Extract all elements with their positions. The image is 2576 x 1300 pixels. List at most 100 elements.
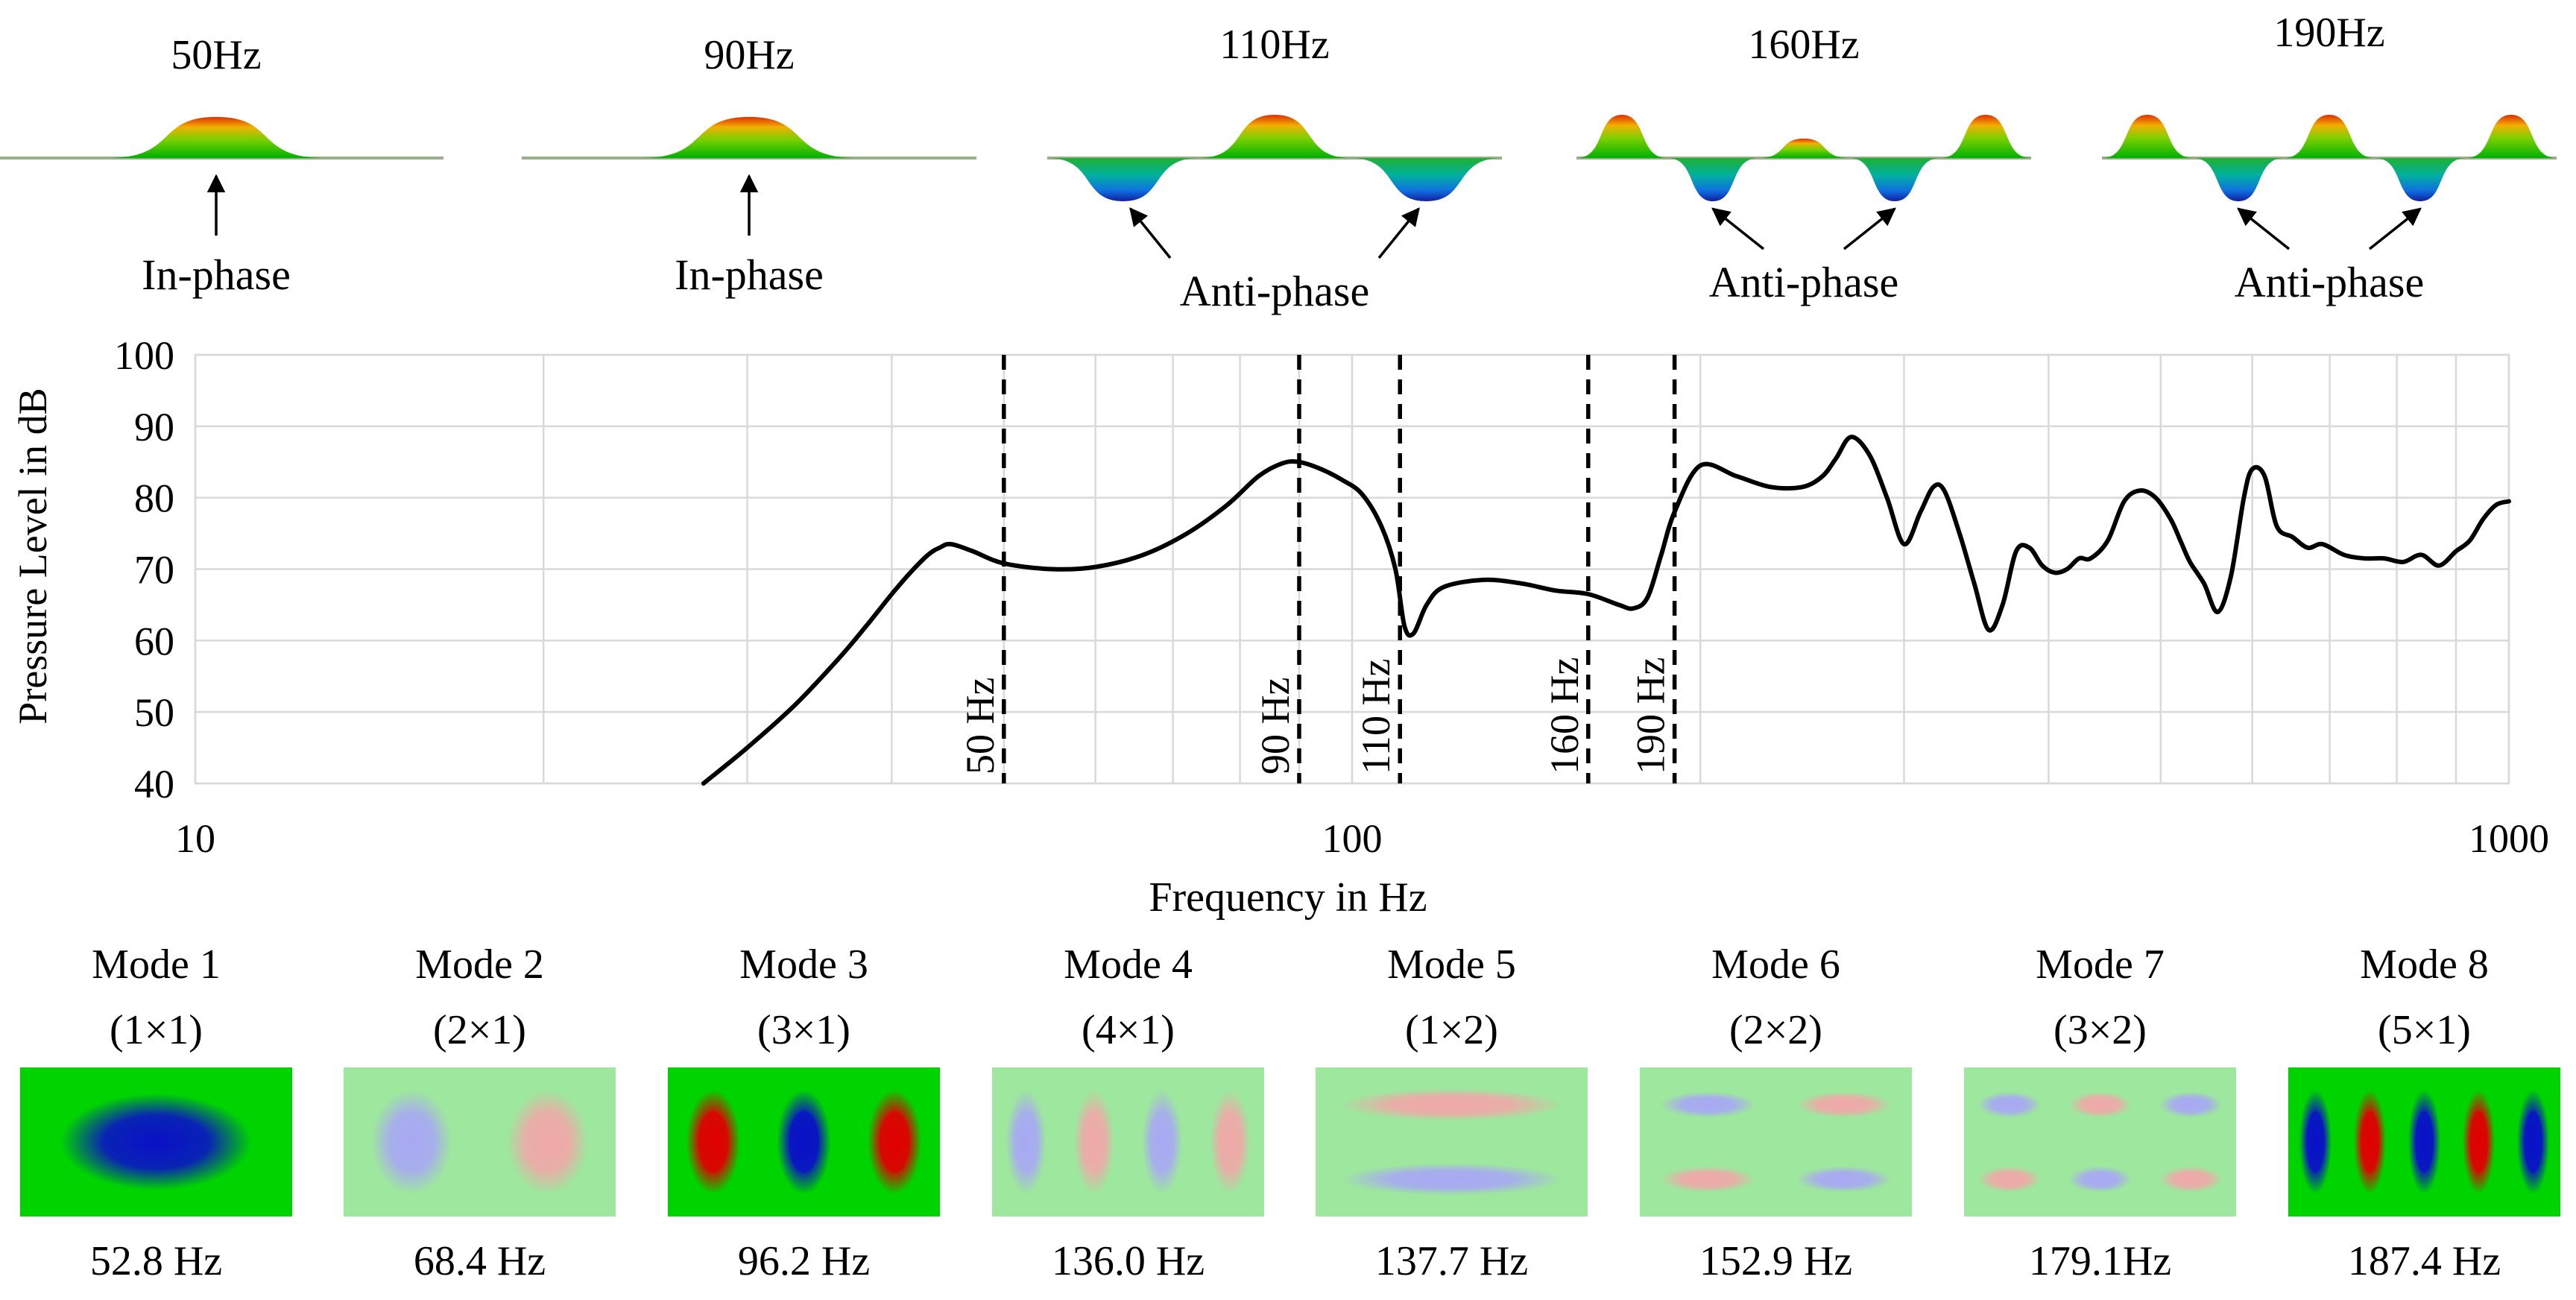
mode-lobe	[1006, 1089, 1046, 1195]
y-axis-ticks: 40 50 60 70 80 90 100	[114, 333, 174, 807]
mode-title: Mode 5	[1387, 941, 1516, 988]
shape-phase-label: Anti-phase	[1180, 267, 1370, 315]
shape-arrow	[1377, 207, 1420, 259]
operating-deflection-shapes: 50HzIn-phase90HzIn-phase110HzAnti-phase1…	[0, 10, 2557, 315]
y-tick-label: 60	[134, 619, 174, 663]
mode-title: Mode 7	[2036, 941, 2165, 988]
marker-label: 110 Hz	[1354, 659, 1398, 774]
mode-lobe	[2159, 1166, 2223, 1193]
shape-lobe	[1199, 115, 1351, 158]
shape-frequency-label: 160Hz	[1748, 22, 1859, 68]
y-tick-label: 80	[134, 476, 174, 521]
mode-lobe	[1341, 1163, 1562, 1196]
mode-frequency: 137.7 Hz	[1375, 1238, 1528, 1284]
y-tick-label: 70	[134, 548, 174, 593]
y-axis-label: Pressure Level in dB	[10, 388, 55, 724]
shape-lobe	[2102, 115, 2193, 158]
mode-lobe	[1977, 1091, 2042, 1118]
shape-arrow	[2368, 207, 2422, 250]
mode-frequency: 179.1Hz	[2029, 1238, 2171, 1284]
mode-frequency: 152.9 Hz	[1699, 1238, 1852, 1284]
mode-lobe	[2159, 1091, 2223, 1118]
shape-arrow	[2237, 207, 2291, 250]
y-tick-label: 100	[114, 333, 174, 378]
mode-lobe	[2068, 1091, 2133, 1118]
marker-label: 190 Hz	[1629, 657, 1673, 774]
mode-lobe-core	[880, 1111, 910, 1173]
shape-lobe	[1667, 158, 1758, 201]
x-tick-label: 10	[175, 816, 215, 861]
shape-frequency-label: 110Hz	[1219, 22, 1329, 68]
marker-label: 90 Hz	[1253, 678, 1298, 774]
shape-phase-label: In-phase	[675, 250, 824, 299]
shape-lobe	[2375, 158, 2466, 201]
mode-indices: (2×1)	[433, 1007, 526, 1053]
x-tick-label: 100	[1322, 816, 1383, 861]
mode-lobe	[1796, 1091, 1892, 1118]
shape-1: 50Hz In-phase	[0, 32, 443, 299]
shape-phase-label: Anti-phase	[1709, 258, 1899, 306]
mode-lobe	[1210, 1089, 1251, 1195]
mode-indices: (4×1)	[1082, 1007, 1175, 1053]
shape-lobe	[1350, 158, 1502, 201]
mode-indices: (3×1)	[757, 1007, 850, 1053]
shape-3: 110Hz Anti-phase	[1047, 22, 1502, 315]
mode-indices: (1×1)	[110, 1007, 203, 1053]
shape-phase-label: Anti-phase	[2235, 258, 2425, 306]
plot-frame	[194, 353, 2510, 785]
grid-lines	[194, 353, 2510, 785]
mode-frequency: 136.0 Hz	[1052, 1238, 1205, 1284]
shape-4: 160Hz Anti-phase	[1576, 22, 2031, 306]
mode-lobe	[1660, 1091, 1756, 1118]
shape-lobe	[2193, 158, 2284, 201]
mode-lobe	[371, 1089, 452, 1195]
mode-lobe-core	[2361, 1111, 2379, 1173]
mode-indices: (2×2)	[1729, 1007, 1822, 1053]
mode-lobe-core	[2306, 1111, 2325, 1173]
shape-lobe	[1576, 115, 1667, 158]
y-tick-label: 40	[134, 762, 174, 807]
mode-8: Mode 8 (5×1) 187.4 Hz	[2288, 941, 2560, 1284]
mode-7: Mode 7 (3×2) 179.1Hz	[1964, 941, 2236, 1284]
mode-lobe	[1341, 1088, 1562, 1121]
shape-lobe	[1849, 158, 1940, 201]
frequency-markers: 50 Hz 90 Hz 110 Hz 160 Hz 190 Hz	[958, 355, 1677, 783]
shape-lobe	[1758, 138, 1849, 158]
shape-phase-label: In-phase	[142, 250, 291, 299]
shape-frequency-label: 90Hz	[704, 32, 794, 78]
mode-lobe-core	[2469, 1111, 2488, 1173]
shape-2: 90Hz In-phase	[522, 32, 976, 299]
mode-lobe-core	[789, 1111, 819, 1173]
mode-title: Mode 8	[2360, 941, 2489, 988]
series-group	[701, 435, 2511, 786]
shape-frequency-label: 50Hz	[171, 32, 261, 78]
mode-indices: (5×1)	[2378, 1007, 2471, 1053]
y-tick-label: 50	[134, 690, 174, 735]
x-axis-ticks: 10 100 1000	[175, 816, 2549, 861]
mode-lobe	[1660, 1166, 1756, 1193]
mode-indices: (1×2)	[1405, 1007, 1498, 1053]
shape-lobe	[641, 116, 857, 158]
mode-lobe	[1073, 1089, 1114, 1195]
pressure-level-chart: 40 50 60 70 80 90 100 10 100 1000 50 Hz 90 Hz 110 …	[10, 333, 2549, 921]
shape-lobe	[1940, 115, 2031, 158]
mode-5: Mode 5 (1×2) 137.7 Hz	[1316, 941, 1588, 1284]
mode-title: Mode 4	[1064, 941, 1193, 988]
mode-6: Mode 6 (2×2) 152.9 Hz	[1640, 941, 1912, 1284]
series-line	[701, 435, 2511, 786]
mode-frequency: 52.8 Hz	[90, 1238, 222, 1284]
marker-label: 50 Hz	[958, 678, 1003, 774]
mode-lobe-core	[2415, 1111, 2434, 1173]
mode-indices: (3×2)	[2053, 1007, 2147, 1053]
mode-4: Mode 4 (4×1) 136.0 Hz	[992, 941, 1264, 1284]
shape-lobe	[2466, 115, 2557, 158]
mode-lobe	[2068, 1166, 2133, 1193]
shape-arrow	[1711, 207, 1765, 250]
mode-frequency: 96.2 Hz	[738, 1238, 870, 1284]
mode-frequency: 68.4 Hz	[414, 1238, 546, 1284]
mode-lobe	[60, 1094, 252, 1190]
mode-lobe	[1796, 1166, 1892, 1193]
mode-lobe-core	[698, 1111, 728, 1173]
mode-title: Mode 3	[739, 941, 868, 988]
